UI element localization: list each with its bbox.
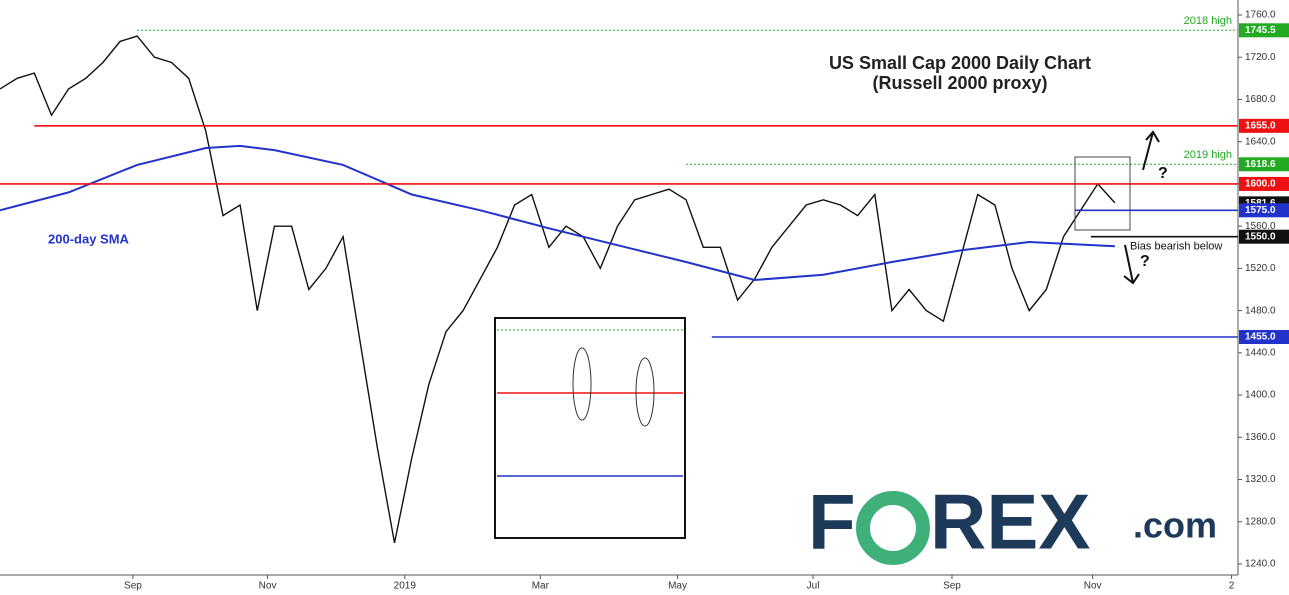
y-tick-label: 1640.0 [1245, 136, 1276, 147]
x-tick-label: Jul [807, 581, 820, 592]
x-tick-label: 2 [1229, 581, 1235, 592]
y-tick-label: 1760.0 [1245, 10, 1276, 21]
sma-label: 200-day SMA [48, 231, 130, 246]
logo-o [856, 491, 930, 565]
inset-circle [635, 357, 655, 427]
x-tick-label: 2019 [394, 581, 417, 592]
series-line [0, 35, 1116, 544]
x-tick-label: Sep [124, 581, 142, 592]
price-tag-label: 1455.0 [1245, 332, 1276, 343]
price-tag-label: 1618.6 [1245, 159, 1276, 170]
chart-subtitle: (Russell 2000 proxy) [872, 73, 1047, 93]
x-tick-label: May [668, 581, 687, 592]
logo-right: REX [930, 478, 1090, 566]
y-tick-label: 1280.0 [1245, 516, 1276, 527]
y-tick-label: 1720.0 [1245, 52, 1276, 63]
x-tick-label: Nov [259, 581, 277, 592]
y-tick-label: 1400.0 [1245, 390, 1276, 401]
inset-frame [494, 317, 686, 539]
price-tag [1239, 157, 1289, 172]
price-tag [1239, 203, 1289, 218]
x-tick-label: Mar [532, 581, 550, 592]
price-tag [1239, 23, 1289, 38]
chart-title: US Small Cap 2000 Daily Chart [829, 53, 1091, 73]
logo: F REX .com [808, 478, 1217, 566]
price-tag-label: 1655.0 [1245, 120, 1276, 131]
price-tag-label: 1600.0 [1245, 179, 1276, 190]
inset-circle [572, 347, 592, 421]
price-tag-label: 1575.0 [1245, 205, 1276, 216]
logo-left: F [808, 478, 856, 566]
y-tick-label: 1320.0 [1245, 474, 1276, 485]
up-arrow [1142, 130, 1160, 171]
highlight-box [1074, 156, 1131, 231]
price-tag [1239, 176, 1289, 191]
price-tag [1239, 330, 1289, 345]
level-text: 2019 high [1184, 149, 1232, 161]
arrows [1123, 130, 1160, 285]
question-mark: ? [1158, 165, 1168, 182]
logo-suffix: .com [1133, 505, 1217, 546]
down-arrow [1123, 244, 1140, 285]
price-tag-label: 1550.0 [1245, 231, 1276, 242]
x-tick-label: Sep [943, 581, 961, 592]
question-mark: ? [1140, 253, 1150, 270]
level-text: Bias bearish below [1130, 241, 1222, 253]
price-tag [1239, 118, 1289, 133]
y-tick-label: 1560.0 [1245, 221, 1276, 232]
y-tick-label: 1360.0 [1245, 432, 1276, 443]
price-tag [1239, 229, 1289, 244]
x-tick-label: Nov [1084, 581, 1102, 592]
y-tick-label: 1680.0 [1245, 94, 1276, 105]
price-tag-label: 1745.5 [1245, 25, 1276, 36]
y-tick-label: 1240.0 [1245, 559, 1276, 570]
series-line [0, 144, 1115, 282]
level-text: 2018 high [1184, 15, 1232, 27]
inset [494, 317, 686, 539]
plot-layer [0, 29, 1238, 544]
y-tick-label: 1480.0 [1245, 305, 1276, 316]
y-tick-label: 1520.0 [1245, 263, 1276, 274]
y-tick-label: 1440.0 [1245, 347, 1276, 358]
